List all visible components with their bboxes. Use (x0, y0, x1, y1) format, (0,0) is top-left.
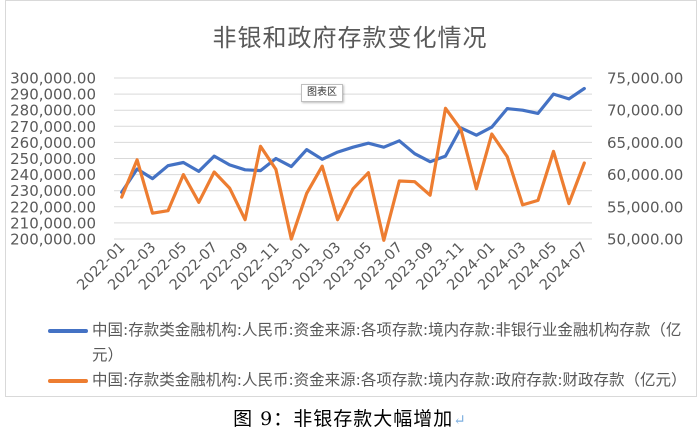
right-axis-tick-label: 75,000.00 (607, 70, 683, 88)
right-axis-tick-label: 50,000.00 (607, 231, 683, 249)
legend-label-fiscal: 中国:存款类金融机构:人民币:资金来源:各项存款:境内存款:政府存款:财政存款（… (92, 371, 687, 389)
chart-frame (5, 0, 697, 397)
left-axis-tick-label: 300,000.00 (10, 70, 96, 88)
figure-caption-text: 图 9：非银存款大幅增加 (233, 408, 454, 430)
left-axis-tick-label: 250,000.00 (10, 150, 96, 168)
left-axis-tick-label: 260,000.00 (10, 134, 96, 152)
right-axis-tick-label: 70,000.00 (607, 102, 683, 120)
figure-caption: 图 9：非银存款大幅增加↵ (0, 404, 700, 431)
left-y-axis: 200,000.00210,000.00220,000.00230,000.00… (10, 70, 96, 249)
chart-area-label[interactable]: 图表区 (301, 84, 343, 102)
series-line-nonbank (120, 86, 586, 194)
left-axis-tick-label: 230,000.00 (10, 182, 96, 200)
left-axis-tick-label: 270,000.00 (10, 118, 96, 136)
right-axis-tick-label: 55,000.00 (607, 198, 683, 216)
paragraph-mark-icon: ↵ (453, 411, 467, 429)
legend-label-nonbank: 中国:存款类金融机构:人民币:资金来源:各项存款:境内存款:非银行业金融机构存款… (92, 321, 682, 364)
legend-entry-fiscal[interactable]: 中国:存款类金融机构:人民币:资金来源:各项存款:境内存款:政府存款:财政存款（… (48, 368, 688, 396)
right-y-axis: 50,000.00 55,000.00 60,000.00 65,000.00 70,0… (607, 70, 683, 249)
chart-title: 非银和政府存款变化情况 (212, 24, 488, 52)
x-axis: 2022-012022-032022-052022-072022-092022-… (74, 240, 591, 294)
legend-swatch-blue (48, 329, 88, 333)
left-axis-tick-label: 210,000.00 (10, 214, 96, 232)
left-axis-tick-label: 200,000.00 (10, 231, 96, 249)
left-axis-tick-label: 290,000.00 (10, 86, 96, 104)
left-axis-tick-label: 280,000.00 (10, 102, 96, 120)
left-axis-tick-label: 240,000.00 (10, 166, 96, 184)
legend-entry-nonbank[interactable]: 中国:存款类金融机构:人民币:资金来源:各项存款:境内存款:非银行业金融机构存款… (48, 318, 688, 370)
legend-swatch-orange (48, 379, 88, 383)
left-axis-tick-label: 220,000.00 (10, 198, 96, 216)
right-axis-tick-label: 60,000.00 (607, 166, 683, 184)
gridlines (114, 77, 592, 240)
series-layer (120, 86, 586, 242)
series-line-fiscal (120, 106, 586, 242)
right-axis-tick-label: 65,000.00 (607, 134, 683, 152)
